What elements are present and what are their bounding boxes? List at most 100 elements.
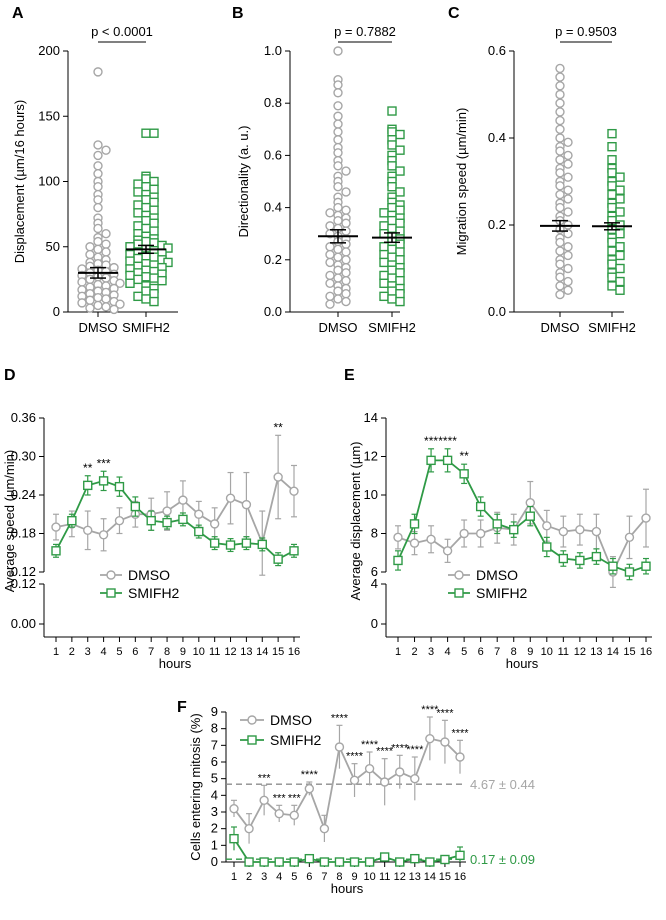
dmso-data-point xyxy=(555,246,565,256)
dmso-data-point xyxy=(304,783,315,794)
dmso-data-point xyxy=(555,237,565,248)
smifh2-data-point xyxy=(387,244,397,255)
smifh2-data-point xyxy=(379,249,389,260)
smifh2-data-point xyxy=(379,208,389,218)
y-tick-label: 0.00 xyxy=(11,616,36,631)
smifh2-data-point xyxy=(607,189,617,200)
dmso-data-point xyxy=(333,88,343,98)
dmso-data-point xyxy=(325,270,335,281)
y-axis-label: Cells entering mitosis (%) xyxy=(188,713,203,860)
dmso-data-point xyxy=(114,515,125,526)
dmso-data-point xyxy=(555,202,565,213)
significance-marker: **** xyxy=(391,742,409,754)
dmso-data-point xyxy=(410,773,420,784)
x-tick-label: 9 xyxy=(351,871,357,883)
smifh2-data-point xyxy=(130,501,141,512)
smifh2-data-point xyxy=(149,218,159,228)
dmso-data-point xyxy=(555,189,565,200)
smifh2-data-point xyxy=(395,129,405,140)
smifh2-data-point xyxy=(387,202,397,213)
dmso-data-point xyxy=(273,472,283,482)
smifh2-data-point xyxy=(387,182,397,192)
dmso-data-point xyxy=(555,89,565,100)
dmso-data-point xyxy=(325,249,335,260)
x-tick-label: 10 xyxy=(193,646,205,658)
x-tick-label: 10 xyxy=(541,646,553,658)
panel-label-f: F xyxy=(177,699,187,716)
legend-marker xyxy=(247,735,257,745)
dmso-data-point xyxy=(333,244,343,255)
smifh2-data-point xyxy=(455,850,465,861)
x-axis-label: hours xyxy=(331,881,364,896)
y-axis-label: Average displacement (µm) xyxy=(348,442,363,601)
smifh2-data-point xyxy=(133,221,143,231)
dmso-data-point xyxy=(77,298,87,308)
y-tick-label: 0.4 xyxy=(488,130,506,145)
x-tick-label: 14 xyxy=(256,646,268,658)
y-tick-label: 0.2 xyxy=(488,217,506,232)
smifh2-data-point xyxy=(274,857,284,867)
smifh2-data-point xyxy=(591,551,602,562)
x-tick-label: 2 xyxy=(411,646,417,658)
smifh2-data-point xyxy=(641,561,651,571)
p-value-annotation: p < 0.0001 xyxy=(91,24,153,39)
legend-label: SMIFH2 xyxy=(476,585,528,601)
smifh2-data-point xyxy=(149,252,159,262)
dmso-data-point xyxy=(555,146,565,156)
y-tick-label: 3 xyxy=(211,804,218,819)
smifh2-series-line xyxy=(55,479,295,561)
x-tick-label: 3 xyxy=(261,871,267,883)
smifh2-data-point xyxy=(133,200,143,210)
dmso-data-point xyxy=(101,145,111,155)
smifh2-data-point xyxy=(387,252,397,262)
smifh2-data-point xyxy=(615,194,625,204)
x-tick-label: 7 xyxy=(321,871,327,883)
dmso-data-point xyxy=(341,226,351,236)
x-tick-label: 11 xyxy=(379,871,390,883)
y-tick-label: 0.12 xyxy=(11,564,36,579)
dmso-data-point xyxy=(333,46,343,56)
dmso-data-point xyxy=(525,498,535,508)
smifh2-data-point xyxy=(615,185,625,195)
smifh2-data-point xyxy=(133,274,143,285)
dmso-data-point xyxy=(333,161,343,171)
smifh2-data-point xyxy=(141,195,151,205)
significance-marker: *** xyxy=(273,792,287,804)
x-tick-label: 8 xyxy=(164,646,170,658)
smifh2-data-point xyxy=(615,228,625,239)
dmso-data-point xyxy=(289,486,299,496)
smifh2-data-point xyxy=(615,242,625,252)
x-tick-label: 15 xyxy=(439,871,451,883)
smifh2-data-point xyxy=(387,215,397,226)
smifh2-data-point xyxy=(607,168,617,178)
dmso-data-point xyxy=(333,215,343,226)
smifh2-data-point xyxy=(615,276,625,287)
dmso-data-point xyxy=(555,115,565,126)
x-tick-label: 16 xyxy=(288,646,300,658)
dmso-data-point xyxy=(393,532,403,543)
dmso-data-point xyxy=(395,767,405,777)
dmso-data-point xyxy=(85,274,95,285)
y-tick-label: 0.0 xyxy=(264,304,282,319)
smifh2-data-point xyxy=(575,555,585,566)
panel-label-a: A xyxy=(12,5,24,22)
smifh2-data-point xyxy=(141,272,151,282)
y-tick-label: 4 xyxy=(371,576,378,591)
dmso-data-point xyxy=(109,304,119,315)
dmso-data-point xyxy=(563,159,573,169)
smifh2-data-point xyxy=(395,857,405,867)
significance-marker: **** xyxy=(346,751,364,763)
dmso-data-point xyxy=(563,194,573,204)
smifh2-data-point xyxy=(225,540,236,550)
smifh2-data-point xyxy=(395,187,405,197)
dmso-data-point xyxy=(115,299,125,309)
y-tick-label: 0.2 xyxy=(264,252,282,267)
dmso-data-point xyxy=(93,202,103,213)
dmso-data-point xyxy=(555,272,565,282)
y-tick-label: 0.24 xyxy=(11,487,36,502)
dmso-data-point xyxy=(555,72,565,82)
smifh2-data-point xyxy=(387,223,397,234)
y-tick-label: 0.8 xyxy=(264,95,282,110)
dmso-data-point xyxy=(325,221,335,231)
dmso-data-point xyxy=(475,528,486,539)
